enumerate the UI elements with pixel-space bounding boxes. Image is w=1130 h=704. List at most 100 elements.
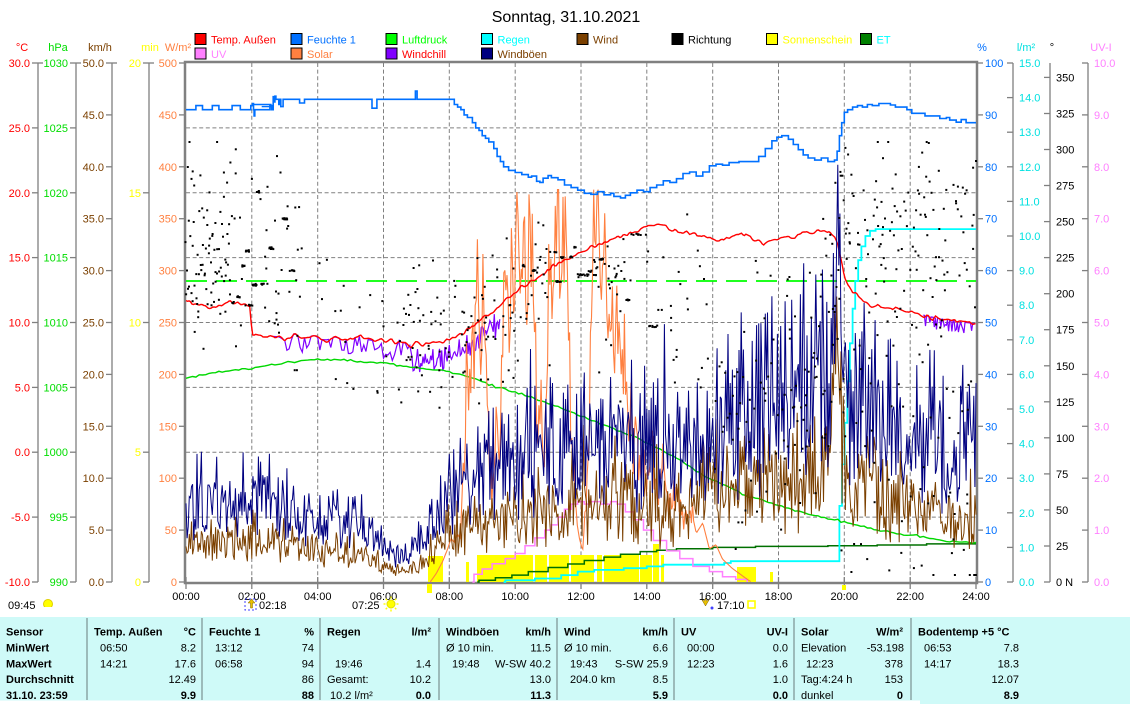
svg-text:12:00: 12:00 <box>567 591 595 603</box>
svg-text:Solar: Solar <box>307 49 333 61</box>
svg-text:12:23: 12:23 <box>806 659 834 671</box>
svg-text:275: 275 <box>1056 181 1074 193</box>
svg-text:7.0: 7.0 <box>1019 335 1034 347</box>
svg-text:30: 30 <box>985 421 997 433</box>
svg-text:20:00: 20:00 <box>831 591 859 603</box>
svg-text:9.0: 9.0 <box>1094 110 1109 122</box>
svg-text:100: 100 <box>159 473 177 485</box>
svg-text:20: 20 <box>985 473 997 485</box>
svg-text:24:00: 24:00 <box>962 591 990 603</box>
svg-text:Regen: Regen <box>327 627 361 639</box>
svg-text:15.0: 15.0 <box>83 421 104 433</box>
svg-text:UV: UV <box>211 49 227 61</box>
svg-text:1005: 1005 <box>44 382 68 394</box>
svg-text:14:21: 14:21 <box>100 659 128 671</box>
svg-text:02:00: 02:00 <box>238 591 266 603</box>
svg-text:40.0: 40.0 <box>83 162 104 174</box>
svg-text:1.4: 1.4 <box>416 659 431 671</box>
svg-text:1.0: 1.0 <box>1094 525 1109 537</box>
svg-text:50.0: 50.0 <box>83 58 104 70</box>
svg-text:0.0: 0.0 <box>1094 577 1109 589</box>
svg-text:300: 300 <box>1056 145 1074 157</box>
svg-text:MinWert: MinWert <box>6 643 50 655</box>
svg-text:°: ° <box>1050 42 1054 54</box>
svg-text:45.0: 45.0 <box>83 110 104 122</box>
svg-text:70: 70 <box>985 214 997 226</box>
svg-text:150: 150 <box>1056 361 1074 373</box>
svg-text:88: 88 <box>302 690 314 702</box>
svg-text:50: 50 <box>165 525 177 537</box>
svg-text:Feuchte 1: Feuchte 1 <box>307 35 356 47</box>
svg-text:50: 50 <box>985 318 997 330</box>
svg-text:18.3: 18.3 <box>998 659 1019 671</box>
svg-text:1.0: 1.0 <box>1019 542 1034 554</box>
svg-text:Ø 10 min.: Ø 10 min. <box>446 643 494 655</box>
svg-text:5: 5 <box>135 447 141 459</box>
svg-text:0.0: 0.0 <box>89 577 104 589</box>
svg-text:150: 150 <box>159 421 177 433</box>
svg-text:Wind: Wind <box>564 627 591 639</box>
svg-text:07:25: 07:25 <box>352 600 380 612</box>
svg-text:30.0: 30.0 <box>83 266 104 278</box>
svg-text:74: 74 <box>302 643 314 655</box>
svg-text:14:00: 14:00 <box>633 591 661 603</box>
svg-text:31.10. 23:59: 31.10. 23:59 <box>6 690 68 702</box>
svg-text:10.2: 10.2 <box>410 674 431 686</box>
svg-text:0.0: 0.0 <box>15 447 30 459</box>
svg-text:00:00: 00:00 <box>687 643 715 655</box>
svg-text:25: 25 <box>1056 541 1068 553</box>
svg-text:12:23: 12:23 <box>687 659 715 671</box>
svg-text:UV-I: UV-I <box>767 627 788 639</box>
svg-text:l/m²: l/m² <box>411 627 431 639</box>
svg-text:35.0: 35.0 <box>83 214 104 226</box>
svg-text:990: 990 <box>50 577 68 589</box>
svg-text:225: 225 <box>1056 253 1074 265</box>
svg-text:3.0: 3.0 <box>1019 473 1034 485</box>
svg-text:-5.0: -5.0 <box>11 512 30 524</box>
svg-text:7.8: 7.8 <box>1004 643 1019 655</box>
svg-text:min: min <box>141 42 159 54</box>
svg-text:100: 100 <box>985 58 1003 70</box>
svg-text:18:00: 18:00 <box>765 591 793 603</box>
svg-text:10.0: 10.0 <box>1094 58 1115 70</box>
svg-text:%: % <box>304 627 314 639</box>
svg-text:06:58: 06:58 <box>215 659 243 671</box>
svg-text:13.0: 13.0 <box>1019 127 1040 139</box>
svg-text:Ø 10 min.: Ø 10 min. <box>564 643 612 655</box>
svg-text:06:50: 06:50 <box>100 643 128 655</box>
svg-text:hPa: hPa <box>48 42 68 54</box>
svg-text:6.0: 6.0 <box>1094 266 1109 278</box>
svg-text:75: 75 <box>1056 469 1068 481</box>
svg-text:0.0: 0.0 <box>773 690 788 702</box>
svg-text:80: 80 <box>985 162 997 174</box>
svg-text:22:00: 22:00 <box>896 591 924 603</box>
svg-text:Elevation: Elevation <box>801 643 846 655</box>
svg-text:0.0: 0.0 <box>416 690 431 702</box>
svg-text:8.9: 8.9 <box>1004 690 1019 702</box>
svg-text:0: 0 <box>897 690 903 702</box>
svg-text:l/m²: l/m² <box>1017 42 1036 54</box>
svg-text:15.0: 15.0 <box>9 253 30 265</box>
svg-text:450: 450 <box>159 110 177 122</box>
svg-text:6.0: 6.0 <box>1019 369 1034 381</box>
svg-text:km/h: km/h <box>525 627 551 639</box>
svg-text:ET: ET <box>877 35 891 47</box>
svg-text:1025: 1025 <box>44 123 68 135</box>
svg-text:5.0: 5.0 <box>15 382 30 394</box>
svg-text:200: 200 <box>1056 289 1074 301</box>
svg-text:2.0: 2.0 <box>1094 473 1109 485</box>
svg-text:250: 250 <box>159 318 177 330</box>
svg-text:378: 378 <box>885 659 903 671</box>
svg-text:3.0: 3.0 <box>1094 421 1109 433</box>
svg-text:204.0 km: 204.0 km <box>570 674 615 686</box>
svg-text:40: 40 <box>985 369 997 381</box>
svg-text:17.6: 17.6 <box>175 659 196 671</box>
svg-text:350: 350 <box>159 214 177 226</box>
svg-text:11.5: 11.5 <box>530 643 551 655</box>
svg-text:Solar: Solar <box>801 627 829 639</box>
svg-text:MaxWert: MaxWert <box>6 659 52 671</box>
svg-text:175: 175 <box>1056 325 1074 337</box>
svg-text:11.0: 11.0 <box>1019 196 1040 208</box>
svg-text:30.0: 30.0 <box>9 58 30 70</box>
svg-text:UV: UV <box>681 627 697 639</box>
